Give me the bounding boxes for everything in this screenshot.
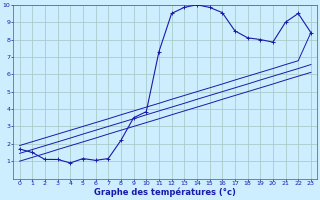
X-axis label: Graphe des températures (°c): Graphe des températures (°c) [94, 188, 236, 197]
